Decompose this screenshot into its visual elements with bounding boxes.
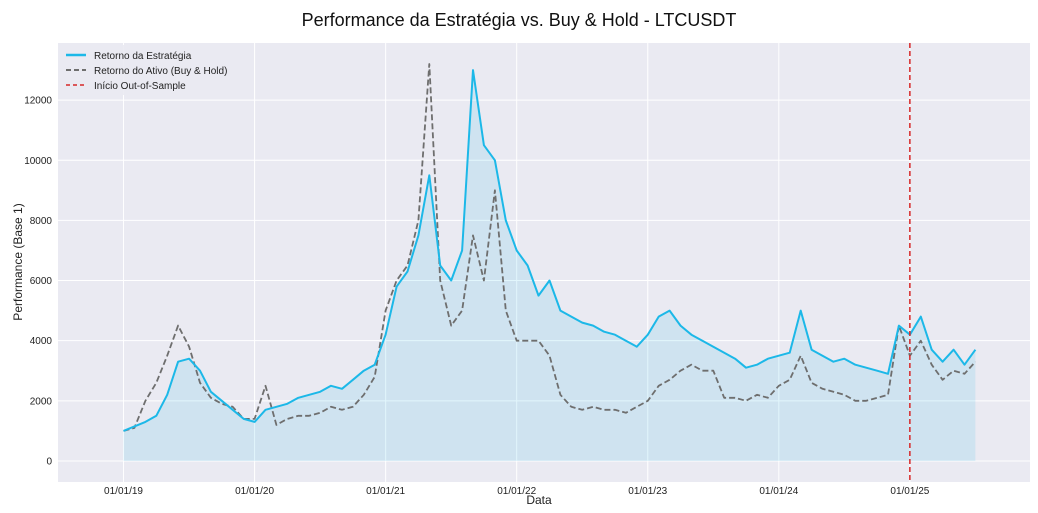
buy-hold-line — [123, 63, 977, 432]
y-ticks: 0 2000 4000 6000 8000 10000 12000 — [24, 96, 52, 468]
chart-title: Performance da Estratégia vs. Buy & Hold… — [302, 10, 737, 30]
y-tick-label: 10000 — [24, 156, 52, 167]
series-group — [123, 63, 977, 461]
strategy-line — [123, 69, 977, 432]
x-axis-label: Data — [526, 493, 552, 507]
legend-label-buyhold: Retorno do Ativo (Buy & Hold) — [94, 66, 227, 77]
y-tick-label: 4000 — [30, 336, 53, 347]
strategy-area-fill — [123, 70, 976, 461]
x-tick-label: 01/01/23 — [628, 486, 667, 497]
x-tick-label: 01/01/22 — [497, 486, 536, 497]
y-tick-label: 2000 — [30, 396, 53, 407]
x-tick-label: 01/01/24 — [759, 486, 798, 497]
x-ticks: 01/01/19 01/01/20 01/01/21 01/01/22 01/01/23… — [104, 486, 930, 497]
y-axis-label: Performance (Base 1) — [11, 203, 25, 320]
plot-area — [58, 43, 1030, 482]
x-tick-label: 01/01/25 — [890, 486, 929, 497]
y-tick-label: 6000 — [30, 276, 53, 287]
grid — [58, 43, 1030, 482]
x-tick-label: 01/01/19 — [104, 486, 143, 497]
legend-label-out-of-sample: Início Out-of-Sample — [94, 81, 186, 92]
y-tick-label: 0 — [46, 456, 52, 467]
legend: Retorno da Estratégia Retorno do Ativo (… — [60, 45, 227, 95]
y-tick-label: 12000 — [24, 96, 52, 107]
x-tick-label: 01/01/20 — [235, 486, 274, 497]
legend-label-strategy: Retorno da Estratégia — [94, 51, 192, 62]
y-tick-label: 8000 — [30, 216, 53, 227]
x-tick-label: 01/01/21 — [366, 486, 405, 497]
